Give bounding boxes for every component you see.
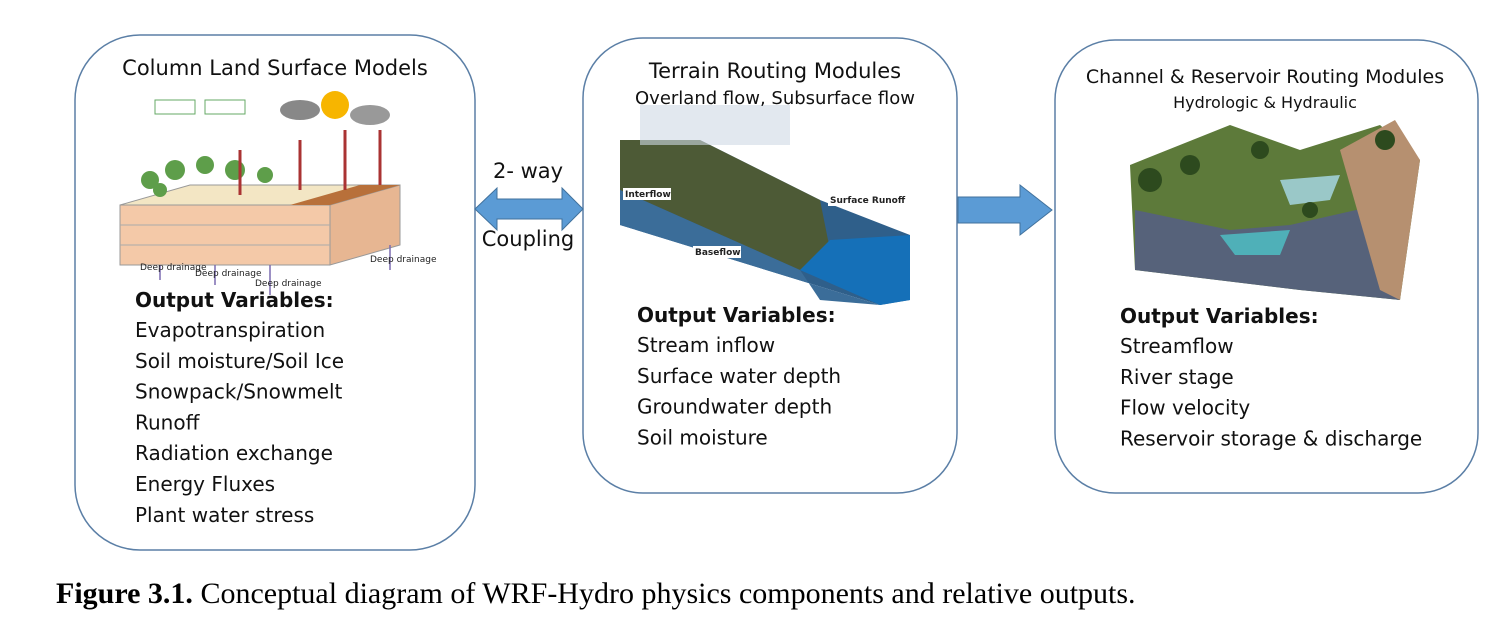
- caption-text: Conceptual diagram of WRF-Hydro physics …: [200, 577, 1135, 610]
- output-item: Plant water stress: [135, 503, 314, 527]
- caption: Figure 3.1. Conceptual diagram of WRF-Hy…: [56, 577, 1136, 610]
- label-box: [828, 194, 896, 206]
- illustration-label: Deep drainage: [255, 279, 322, 289]
- land-illustration: [119, 91, 401, 295]
- label-box: [623, 188, 671, 200]
- output-item: Soil moisture: [637, 425, 768, 449]
- output-item: Runoff: [135, 410, 201, 434]
- double-arrow: [474, 186, 584, 232]
- output-item: Surface water depth: [637, 364, 841, 388]
- panel-title: Terrain Routing Modules: [648, 59, 901, 83]
- panel-subtitle: Hydrologic & Hydraulic: [1173, 93, 1357, 112]
- output-item: Energy Fluxes: [135, 472, 275, 496]
- illustration-label: Baseflow: [695, 248, 741, 258]
- output-item: Streamflow: [1120, 334, 1234, 358]
- outputs-heading: Output Variables:: [637, 303, 836, 327]
- label-box: [693, 246, 741, 258]
- panel-subtitle: Overland flow, Subsurface flow: [635, 88, 915, 109]
- output-item: Stream inflow: [637, 333, 775, 357]
- outputs-heading: Output Variables:: [135, 288, 334, 312]
- output-item: Soil moisture/Soil Ice: [135, 349, 344, 373]
- illustration-label: Surface Runoff: [830, 196, 906, 206]
- output-item: Radiation exchange: [135, 441, 333, 465]
- output-item: Groundwater depth: [637, 395, 832, 419]
- output-item: Flow velocity: [1120, 396, 1250, 420]
- panel-title: Channel & Reservoir Routing Modules: [1086, 66, 1444, 88]
- coupling-label: Coupling: [482, 227, 574, 251]
- illustration-label: Interflow: [625, 190, 671, 200]
- output-item: Evapotranspiration: [135, 318, 325, 342]
- illustration-label: Deep drainage: [140, 263, 207, 273]
- panel-title: Column Land Surface Models: [122, 56, 428, 80]
- illustration-label: Deep drainage: [370, 255, 437, 265]
- output-item: Reservoir storage & discharge: [1120, 426, 1422, 450]
- output-item: Snowpack/Snowmelt: [135, 380, 343, 404]
- caption-label: Figure 3.1.: [56, 577, 193, 610]
- terrain-illustration: [620, 105, 910, 305]
- channel-illustration: [1130, 120, 1420, 300]
- coupling-label: 2- way: [493, 159, 563, 183]
- arrow: [957, 183, 1053, 237]
- outputs-heading: Output Variables:: [1120, 304, 1319, 328]
- output-item: River stage: [1120, 365, 1234, 389]
- illustration-label: Deep drainage: [195, 269, 262, 279]
